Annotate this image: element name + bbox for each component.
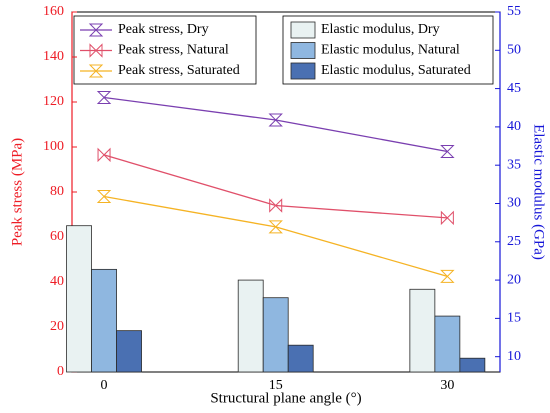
legend-marker: [88, 64, 104, 78]
point: [440, 145, 455, 158]
point: [440, 210, 454, 226]
x-tick-label: 15: [269, 378, 283, 393]
line: [103, 195, 448, 277]
point: [440, 269, 455, 283]
bar: [91, 268, 117, 373]
x-axis-label: Structural plane angle (°): [210, 390, 361, 406]
y2-tick-label: 55: [507, 4, 521, 19]
line: [103, 96, 448, 153]
x-tick-label: 30: [440, 378, 454, 393]
bar: [459, 357, 486, 373]
y2-axis-label: Elastic modulus (GPa): [531, 124, 547, 260]
legend-swatch: [290, 42, 316, 59]
legend-label: Elastic modulus, Saturated: [321, 63, 471, 78]
point: [269, 198, 283, 213]
legend-swatch: [290, 21, 316, 39]
bar: [287, 344, 314, 373]
y2-tick-label: 15: [507, 311, 521, 326]
y-tick-label: 80: [50, 184, 64, 199]
point: [268, 220, 283, 234]
legend-label: Peak stress, Saturated: [118, 63, 240, 78]
bar: [237, 279, 264, 373]
point: [97, 147, 111, 163]
y-axis-label: Peak stress (MPa): [9, 138, 25, 246]
x-tick-label: 0: [101, 378, 108, 393]
y2-tick-label: 25: [507, 234, 521, 249]
legend-marker: [89, 43, 103, 58]
y-tick-label: 60: [50, 229, 64, 244]
y-tick-label: 100: [43, 139, 64, 154]
legend-label: Peak stress, Natural: [118, 43, 229, 58]
y-tick-label: 20: [50, 319, 64, 334]
point: [96, 190, 112, 203]
bar: [116, 330, 142, 373]
legend-bars: [282, 15, 494, 85]
legend-label: Peak stress, Dry: [118, 22, 209, 37]
y-tick-label: 160: [43, 4, 64, 19]
y2-tick-label: 20: [507, 272, 521, 287]
y2-tick-label: 45: [507, 81, 521, 96]
legend-swatch: [290, 62, 316, 80]
bar: [66, 225, 92, 373]
bar: [262, 297, 289, 373]
point: [268, 113, 283, 127]
legend-marker: [88, 23, 104, 37]
y2-tick-label: 10: [507, 349, 521, 364]
y-tick-label: 140: [43, 49, 64, 64]
y2-tick-label: 35: [507, 157, 521, 172]
legend-label: Elastic modulus, Natural: [321, 43, 460, 58]
bar: [434, 315, 461, 373]
y2-tick-label: 30: [507, 196, 521, 211]
y-tick-label: 0: [57, 364, 64, 379]
bar: [409, 288, 436, 373]
point: [96, 91, 112, 104]
y2-tick-label: 50: [507, 43, 521, 58]
line: [103, 154, 448, 219]
y-tick-label: 40: [50, 274, 64, 289]
legend-label: Elastic modulus, Dry: [321, 22, 440, 37]
y-tick-label: 120: [43, 94, 64, 109]
y2-tick-label: 40: [507, 119, 521, 134]
